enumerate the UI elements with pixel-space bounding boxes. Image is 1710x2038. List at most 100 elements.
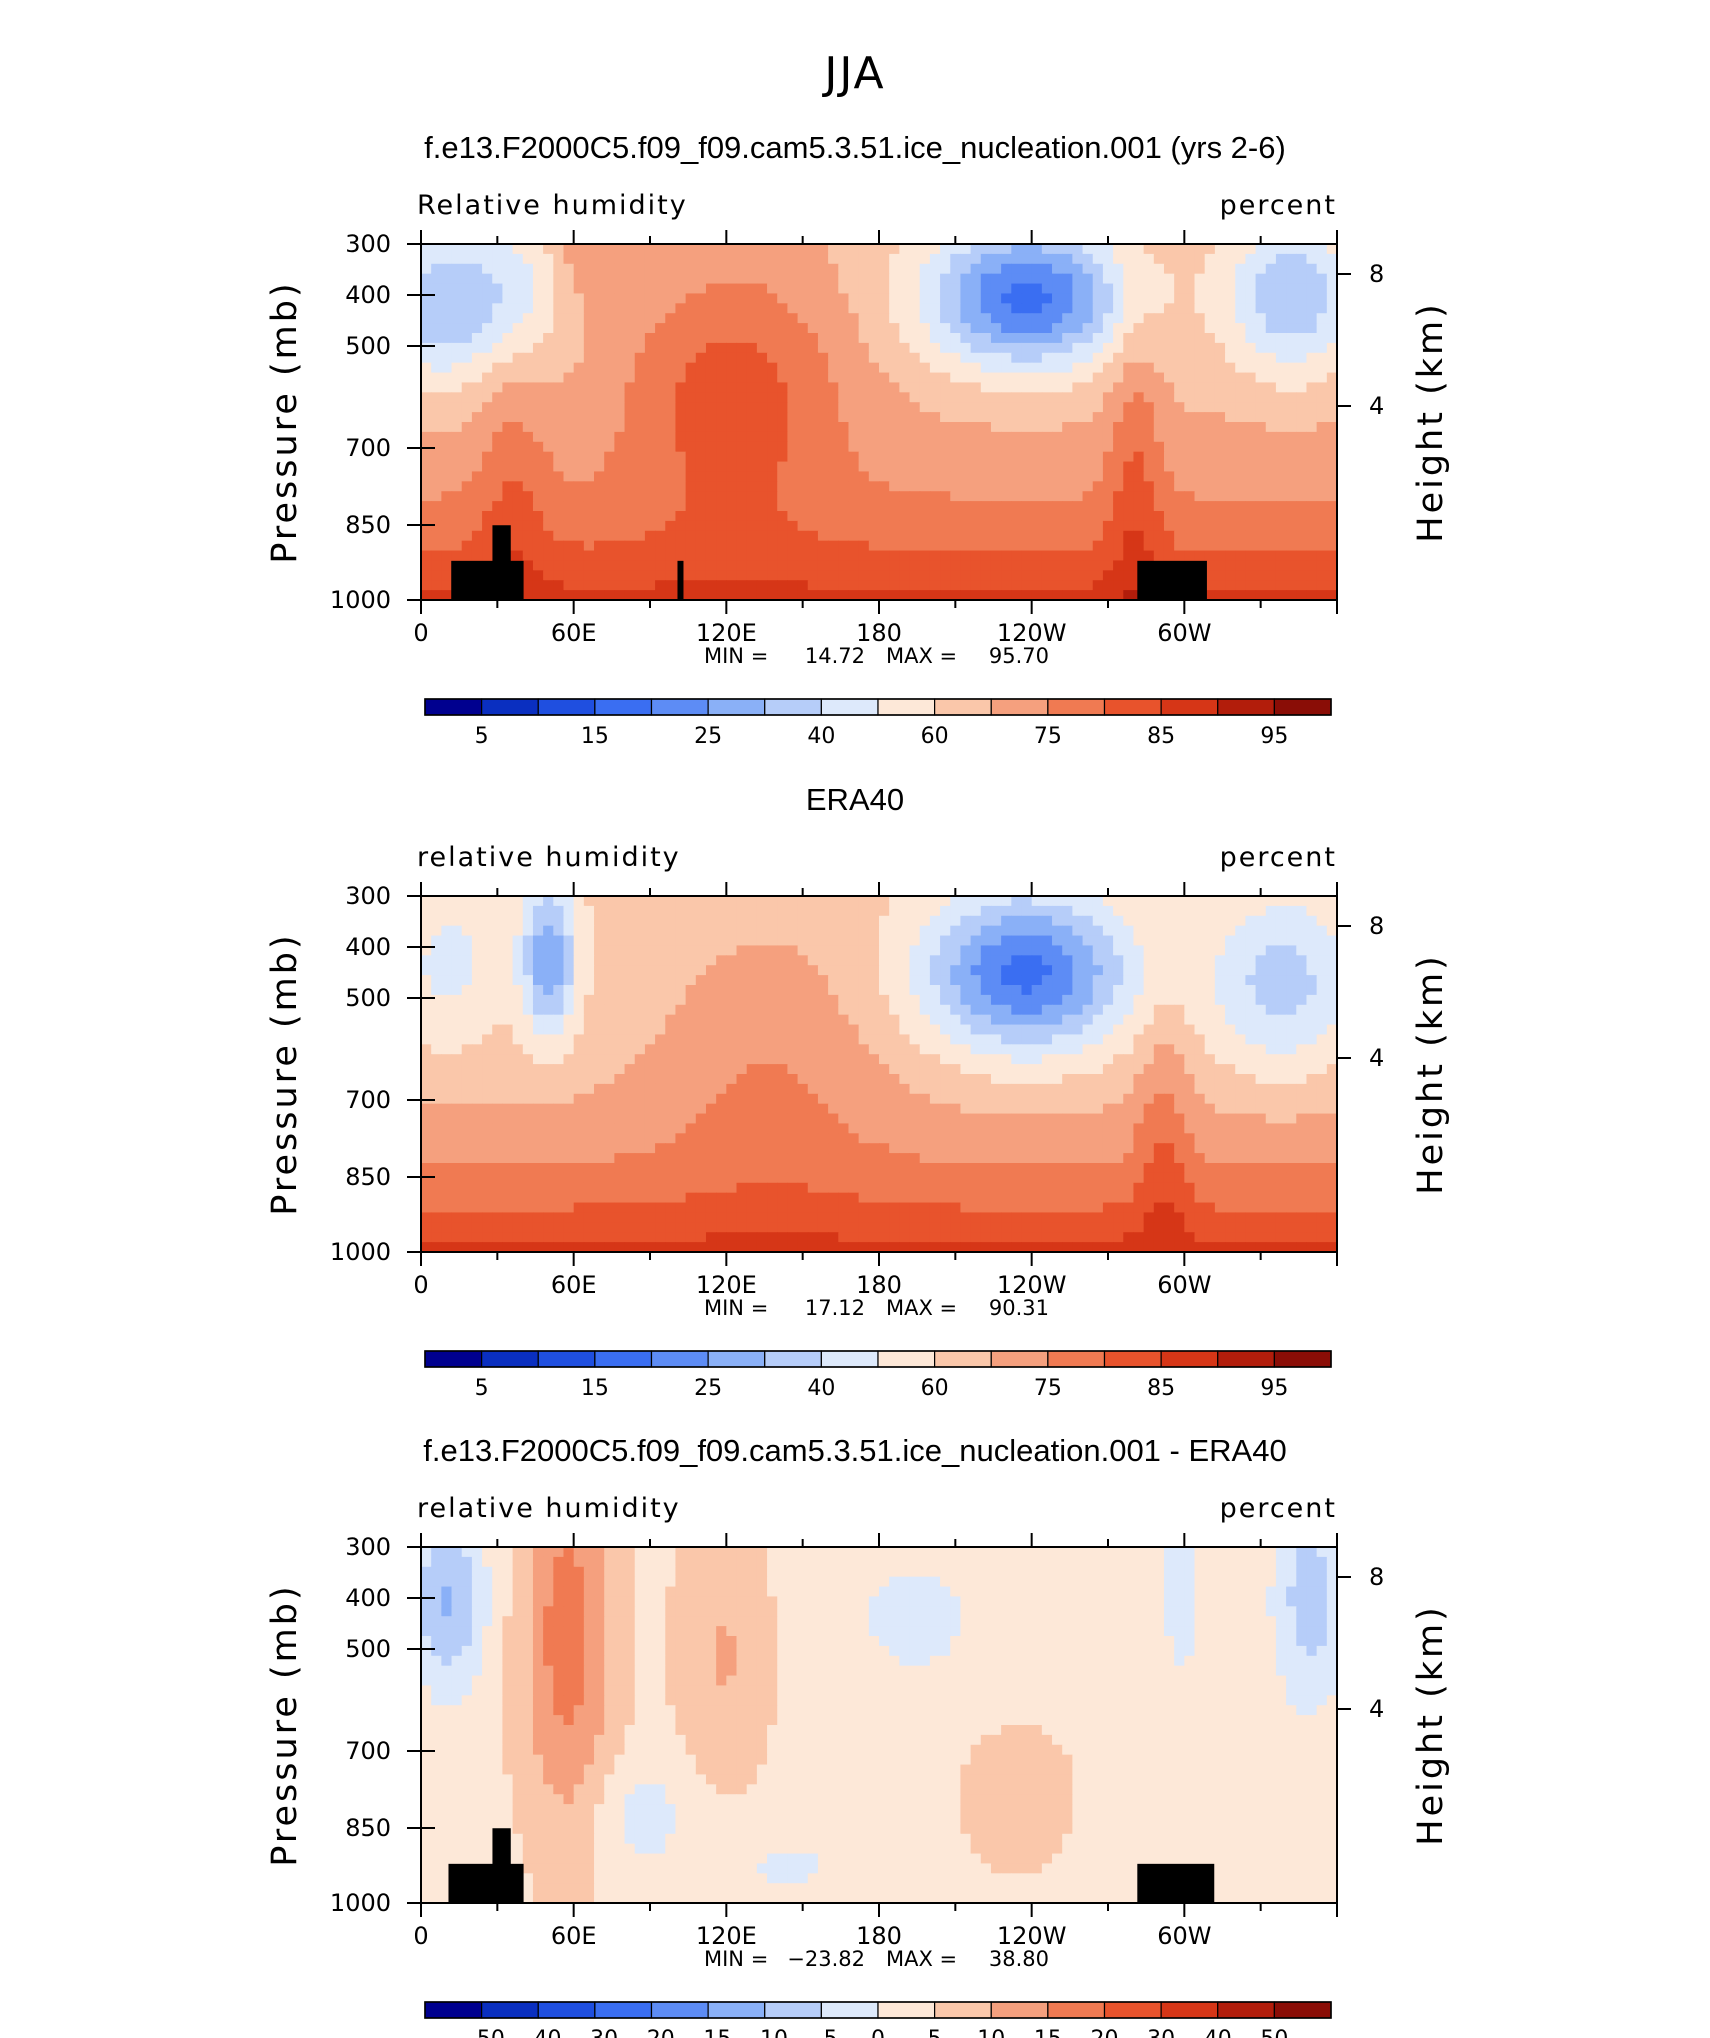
colorbar-label: 5 (475, 724, 489, 749)
y-right-axis-label: Height (km) (1411, 1604, 1451, 1846)
colorbar-label: 60 (921, 1376, 949, 1401)
contour-fill (421, 1547, 1338, 1904)
x-tick-label: 180 (856, 619, 902, 647)
y-tick-label: 500 (345, 984, 391, 1012)
y-tick-label: 850 (345, 511, 391, 539)
colorbar-frame (424, 1350, 1332, 1368)
min-label: MIN = (704, 1947, 768, 1971)
variable-label: relative humidity (417, 842, 681, 873)
units-label: percent (1220, 842, 1337, 873)
colorbar-swatch (594, 698, 653, 716)
colorbar-swatch (707, 1350, 766, 1368)
min-value: 17.12 (805, 1296, 865, 1320)
colorbar-swatch (1273, 698, 1332, 716)
topography-block (451, 560, 524, 600)
colorbar-swatch (707, 2001, 766, 2019)
colorbar-swatch (820, 1350, 879, 1368)
x-tick-label: 120E (696, 1271, 757, 1299)
max-value: 90.31 (989, 1296, 1049, 1320)
colorbar-label: 40 (1204, 2027, 1232, 2038)
y-tick-label: 1000 (330, 586, 391, 614)
y-right-tick-label: 4 (1369, 1695, 1384, 1723)
x-tick-label: 60E (551, 1922, 597, 1950)
colorbar-swatch (537, 1350, 596, 1368)
y-tick-label: 850 (345, 1814, 391, 1842)
colorbar-swatch (481, 698, 539, 716)
colorbar-swatch (1160, 2001, 1219, 2019)
units-label: percent (1220, 1493, 1337, 1524)
contour-fill (421, 244, 1338, 601)
x-tick-label: 120W (997, 619, 1067, 647)
y-tick-label: 500 (345, 1635, 391, 1663)
colorbar-swatch (1217, 1350, 1275, 1368)
topography-block (1137, 560, 1207, 600)
colorbar-swatch (594, 1350, 653, 1368)
colorbar-label: −50 (458, 2027, 504, 2038)
x-tick-label: 180 (856, 1271, 902, 1299)
chart-title: f.e13.F2000C5.f09_f09.cam5.3.51.ice_nucl… (424, 130, 1286, 165)
contour-fill (421, 896, 1338, 1253)
y-tick-label: 1000 (330, 1238, 391, 1266)
colorbar-label: 85 (1147, 1376, 1175, 1401)
colorbar-swatch (1047, 698, 1106, 716)
colorbar-swatch (764, 698, 822, 716)
units-label: percent (1220, 190, 1337, 221)
y-right-axis-label: Height (km) (1411, 301, 1451, 543)
y-tick-label: 700 (345, 1737, 391, 1765)
colorbar-swatch (764, 2001, 822, 2019)
colorbar-label: −15 (685, 2027, 731, 2038)
colorbar-swatch (481, 1350, 539, 1368)
y-right-tick-label: 4 (1369, 1044, 1384, 1072)
y-tick-label: 300 (345, 1533, 391, 1561)
max-label: MAX = (886, 1296, 957, 1320)
max-label: MAX = (886, 644, 957, 668)
colorbar-swatch (650, 2001, 709, 2019)
colorbar-swatch (1160, 1350, 1219, 1368)
colorbar-label: 60 (921, 724, 949, 749)
colorbar-swatch (990, 2001, 1049, 2019)
page-title: JJA (824, 48, 886, 99)
y-tick-label: 300 (345, 882, 391, 910)
colorbar-swatch (1273, 1350, 1332, 1368)
max-value: 95.70 (989, 644, 1049, 668)
colorbar-label: 40 (807, 1376, 835, 1401)
y-tick-label: 1000 (330, 1889, 391, 1917)
colorbar-swatch (1103, 698, 1162, 716)
colorbar-swatch (1103, 1350, 1162, 1368)
chart-title: ERA40 (806, 782, 904, 817)
x-tick-label: 120E (696, 1922, 757, 1950)
chart-panel-1: f.e13.F2000C5.f09_f09.cam5.3.51.ice_nucl… (265, 130, 1451, 749)
x-tick-label: 60E (551, 619, 597, 647)
min-label: MIN = (704, 644, 768, 668)
variable-label: relative humidity (417, 1493, 681, 1524)
colorbar-swatch (934, 698, 992, 716)
chart-title: f.e13.F2000C5.f09_f09.cam5.3.51.ice_nucl… (423, 1433, 1286, 1468)
y-tick-label: 400 (345, 1584, 391, 1612)
colorbar-label: 40 (807, 724, 835, 749)
colorbar-label: 15 (581, 1376, 609, 1401)
colorbar-label: 0 (871, 2027, 885, 2038)
colorbar-swatch (934, 2001, 992, 2019)
y-tick-label: 850 (345, 1163, 391, 1191)
colorbar-swatch (1217, 698, 1275, 716)
colorbar-label: 30 (1147, 2027, 1175, 2038)
colorbar-swatch (424, 698, 483, 716)
colorbar-label: 5 (475, 1376, 489, 1401)
colorbar-swatch (1047, 1350, 1106, 1368)
y-right-tick-label: 8 (1369, 1563, 1384, 1591)
x-tick-label: 60W (1157, 619, 1211, 647)
colorbar-swatch (934, 1350, 992, 1368)
x-tick-label: 120E (696, 619, 757, 647)
colorbar-swatch (1160, 698, 1219, 716)
y-right-tick-label: 8 (1369, 260, 1384, 288)
x-tick-label: 0 (413, 1922, 428, 1950)
colorbar-label: 75 (1034, 724, 1062, 749)
y-tick-label: 400 (345, 933, 391, 961)
colorbar-swatch (537, 698, 596, 716)
topography-block (492, 525, 511, 600)
colorbar-label: 15 (1034, 2027, 1062, 2038)
colorbar-label: 95 (1260, 1376, 1288, 1401)
min-value: 14.72 (805, 644, 865, 668)
colorbar-label: 95 (1260, 724, 1288, 749)
